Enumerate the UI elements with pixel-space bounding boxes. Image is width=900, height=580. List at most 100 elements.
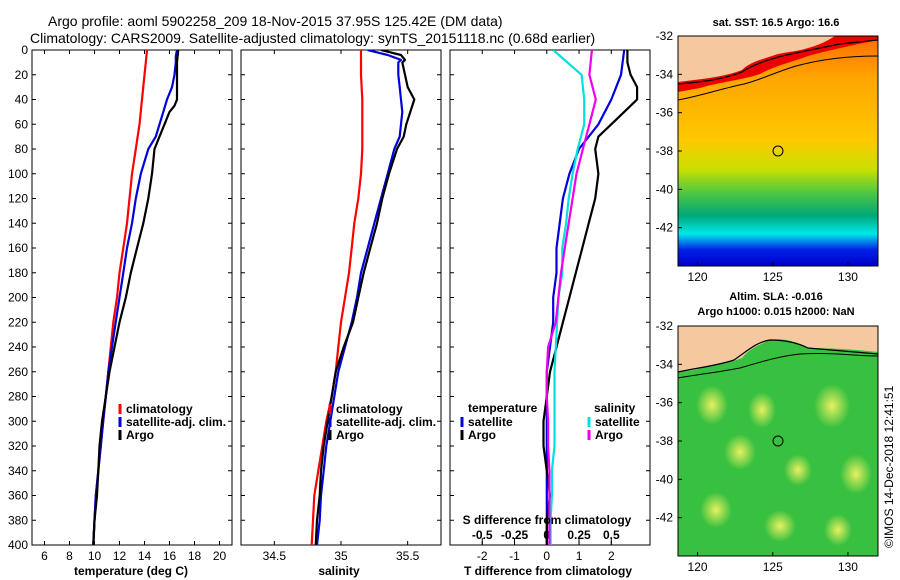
legend-temperature-title: temperature <box>468 401 538 415</box>
y-tick-label: 80 <box>15 142 29 156</box>
y-tick-label: 280 <box>8 390 28 404</box>
sla-high-anomaly <box>764 510 796 542</box>
salinity-xlabel: salinity <box>318 564 360 578</box>
x-tick-label: 1 <box>576 549 583 563</box>
map-y-tick-label: -38 <box>656 144 674 158</box>
map-x-tick-label: 120 <box>688 560 708 574</box>
temperature-plot: 6 8 10 12 14 16 18 20 <box>41 50 226 563</box>
y-tick-label: 60 <box>15 117 29 131</box>
difference-plot: -2 -1 0 1 2-0.5 -0.25 0 0.25 0.5 <box>472 50 639 563</box>
x-tick-label: 8 <box>66 549 73 563</box>
title-line-2: Climatology: CARS2009. Satellite-adjuste… <box>30 30 595 46</box>
s-difference-xlabel: S difference from climatology <box>463 513 632 527</box>
legend-climatology: climatology <box>126 402 193 416</box>
y-tick-label: 220 <box>8 315 28 329</box>
legend-t-argo: Argo <box>468 428 496 442</box>
temperature-legend: climatology satellite-adj. clim. Argo <box>118 402 226 442</box>
difference-xlabel: T difference from climatology <box>464 564 632 578</box>
sla-high-anomaly <box>696 385 728 425</box>
sla-high-anomaly <box>840 454 872 494</box>
x-tick-label: 0 <box>543 549 550 563</box>
y-tick-label: 140 <box>8 216 28 230</box>
salinity-legend: climatology satellite-adj. clim. Argo <box>328 402 436 442</box>
map-y-tick-label: -40 <box>656 472 674 486</box>
map-y-tick-label: -34 <box>656 357 674 371</box>
temperature-panel-frame <box>31 49 233 546</box>
legend-satellite-adj: satellite-adj. clim. <box>126 415 226 429</box>
map-x-tick-label: 130 <box>838 560 858 574</box>
legend-s-satellite: satellite <box>595 415 640 429</box>
x-tick-label: 12 <box>113 549 127 563</box>
x-tick-label: 18 <box>188 549 202 563</box>
legend-salinity-title: salinity <box>594 401 636 415</box>
sst-map <box>677 35 879 267</box>
salinity-series-group <box>310 50 416 545</box>
sla-map-title-1: Altim. SLA: -0.016 <box>729 291 823 303</box>
difference-series-group <box>542 50 639 545</box>
y-tick-label: 380 <box>8 513 28 527</box>
y-tick-label: 0 <box>21 43 28 57</box>
sla-map-axes: 120 125 130 -32 -34 -36 -38 -40 -42 <box>656 319 859 574</box>
x-tick-label: 14 <box>138 549 152 563</box>
difference-series-s-argo <box>545 50 597 545</box>
x-tick-label: 35.5 <box>396 549 420 563</box>
map-x-tick-label: 125 <box>763 270 783 284</box>
title-line-1: Argo profile: aoml 5902258_209 18-Nov-20… <box>48 13 503 29</box>
sla-map-title-2: Argo h1000: 0.015 h2000: NaN <box>697 306 854 318</box>
legend-climatology: climatology <box>336 402 403 416</box>
y-tick-label: 180 <box>8 266 28 280</box>
x-tick-label: -1 <box>509 549 520 563</box>
legend-t-satellite: satellite <box>468 415 513 429</box>
imos-credit: ©IMOS 14-Dec-2018 12:41:51 <box>882 385 896 548</box>
y-tick-label: 300 <box>8 414 28 428</box>
y-tick-label: 200 <box>8 291 28 305</box>
x-tick-label: 16 <box>163 549 177 563</box>
sst-land <box>678 36 835 82</box>
y-tick-label: 340 <box>8 464 28 478</box>
sla-land <box>678 326 878 372</box>
map-y-tick-label: -40 <box>656 182 674 196</box>
map-y-tick-label: -42 <box>656 221 674 235</box>
map-x-tick-label: 120 <box>688 270 708 284</box>
y-tick-label: 40 <box>15 93 29 107</box>
y-tick-label: 120 <box>8 192 28 206</box>
sst-map-axes: 120 125 130 -32 -34 -36 -38 -40 -42 <box>656 29 859 284</box>
x-tick-label: 6 <box>41 549 48 563</box>
salinity-series-satellite-adj-clim- <box>315 50 404 545</box>
y-tick-label: 20 <box>15 68 29 82</box>
difference-series-t-argo <box>542 50 639 545</box>
s-x-tick-label: 0.5 <box>603 528 620 542</box>
sla-high-anomaly <box>824 514 852 546</box>
legend-argo: Argo <box>126 428 154 442</box>
x-tick-label: 35 <box>334 549 348 563</box>
sla-high-anomaly <box>748 392 776 428</box>
sla-argo-marker <box>772 435 784 447</box>
sst-coastline <box>677 39 879 85</box>
s-x-tick-label: 0.25 <box>567 528 591 542</box>
sla-contour <box>677 352 879 379</box>
y-tick-label: 320 <box>8 439 28 453</box>
x-tick-label: -2 <box>477 549 488 563</box>
sst-map-title: sat. SST: 16.5 Argo: 16.6 <box>713 17 840 29</box>
y-tick-label: 360 <box>8 489 28 503</box>
salinity-series-argo <box>314 50 416 545</box>
map-x-tick-label: 125 <box>763 560 783 574</box>
map-y-tick-label: -38 <box>656 434 674 448</box>
temperature-xlabel: temperature (deg C) <box>74 564 188 578</box>
sst-contour <box>677 55 879 101</box>
map-y-tick-label: -34 <box>656 67 674 81</box>
x-tick-label: 34.5 <box>263 549 287 563</box>
legend-satellite-adj: satellite-adj. clim. <box>336 415 436 429</box>
map-y-tick-label: -36 <box>656 106 674 120</box>
map-y-tick-label: -42 <box>656 511 674 525</box>
difference-series-s-satellite <box>549 50 586 545</box>
sla-high-anomaly <box>784 454 812 486</box>
sla-high-anomaly <box>724 434 756 470</box>
map-y-tick-label: -36 <box>656 396 674 410</box>
x-tick-label: 10 <box>88 549 102 563</box>
salinity-series-climatology <box>310 50 364 545</box>
map-y-tick-label: -32 <box>656 319 674 333</box>
y-tick-label: 100 <box>8 167 28 181</box>
salinity-panel-frame <box>240 49 442 546</box>
x-tick-label: 20 <box>213 549 227 563</box>
